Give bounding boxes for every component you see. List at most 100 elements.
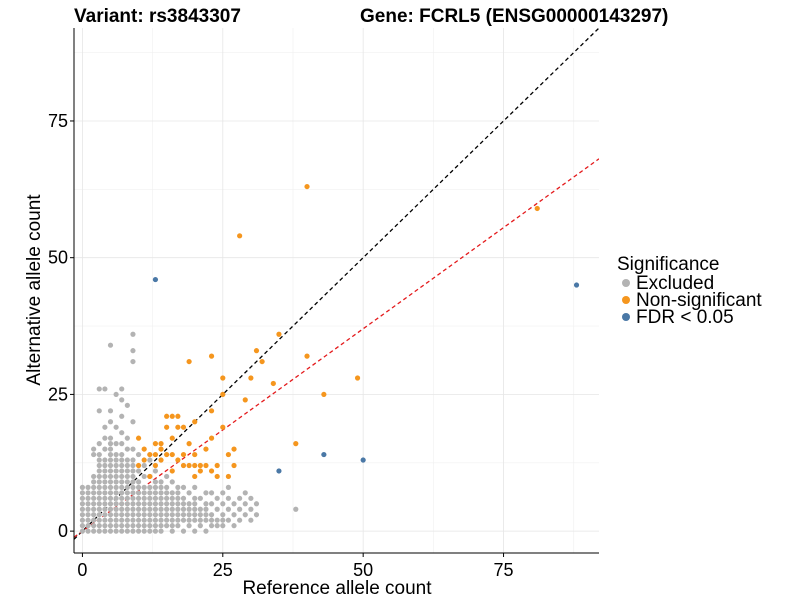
- point-excluded: [96, 512, 102, 518]
- point-non-significant: [270, 380, 276, 387]
- point-non-significant: [214, 473, 220, 480]
- point-non-significant: [169, 413, 175, 419]
- point-excluded: [79, 523, 86, 529]
- point-excluded: [135, 451, 142, 458]
- point-excluded: [107, 457, 114, 463]
- point-excluded: [102, 462, 108, 469]
- point-excluded: [107, 342, 114, 348]
- legend-key-fdr: [622, 313, 630, 321]
- point-excluded: [169, 528, 175, 534]
- point-excluded: [220, 512, 226, 518]
- point-non-significant: [220, 375, 226, 381]
- point-excluded: [107, 484, 114, 490]
- point-excluded: [91, 490, 97, 496]
- point-excluded: [79, 484, 86, 490]
- point-excluded: [102, 490, 108, 496]
- point-excluded: [79, 501, 86, 507]
- point-excluded: [152, 490, 159, 496]
- point-excluded: [152, 528, 159, 534]
- point-excluded: [152, 512, 159, 518]
- point-non-significant: [220, 391, 226, 398]
- point-excluded: [96, 490, 102, 496]
- point-non-significant: [169, 468, 175, 474]
- point-non-significant: [169, 451, 175, 458]
- point-excluded: [186, 517, 192, 523]
- point-excluded: [85, 501, 91, 507]
- point-non-significant: [158, 441, 164, 447]
- point-excluded: [197, 517, 203, 523]
- point-excluded: [96, 441, 102, 447]
- point-excluded: [130, 523, 136, 529]
- point-excluded: [113, 501, 119, 507]
- point-non-significant: [147, 451, 153, 458]
- point-non-significant: [158, 446, 164, 452]
- point-excluded: [91, 506, 97, 512]
- point-excluded: [180, 517, 187, 523]
- point-excluded: [91, 517, 97, 523]
- point-non-significant: [208, 468, 215, 474]
- point-excluded: [141, 517, 147, 523]
- point-non-significant: [141, 457, 147, 463]
- point-excluded: [135, 528, 142, 534]
- point-excluded: [158, 523, 164, 529]
- point-non-significant: [192, 419, 198, 425]
- point-excluded: [152, 495, 159, 501]
- point-excluded: [124, 501, 130, 507]
- point-excluded: [253, 501, 260, 507]
- point-excluded: [130, 490, 136, 496]
- point-excluded: [253, 512, 260, 518]
- point-excluded: [113, 523, 119, 529]
- point-excluded: [85, 523, 91, 529]
- point-excluded: [119, 517, 125, 523]
- point-excluded: [96, 462, 102, 469]
- point-excluded: [208, 523, 215, 529]
- point-excluded: [102, 435, 108, 441]
- point-excluded: [107, 468, 114, 474]
- point-excluded: [107, 479, 114, 485]
- point-excluded: [107, 473, 114, 480]
- point-excluded: [130, 506, 136, 512]
- point-excluded: [135, 495, 142, 501]
- point-excluded: [135, 501, 142, 507]
- point-excluded: [130, 331, 136, 337]
- point-excluded: [175, 501, 181, 507]
- point-excluded: [197, 506, 203, 512]
- point-excluded: [107, 517, 114, 523]
- point-excluded: [113, 495, 119, 501]
- point-excluded: [107, 490, 114, 496]
- point-excluded: [124, 457, 130, 463]
- point-excluded: [130, 468, 136, 474]
- point-excluded: [102, 424, 108, 430]
- point-excluded: [237, 495, 243, 501]
- point-non-significant: [186, 358, 192, 365]
- x-tick-label: 50: [353, 560, 373, 580]
- point-excluded: [130, 479, 136, 485]
- point-excluded: [119, 413, 125, 419]
- point-excluded: [102, 479, 108, 485]
- point-non-significant: [293, 441, 299, 447]
- point-excluded: [85, 506, 91, 512]
- point-excluded: [113, 457, 119, 463]
- point-excluded: [180, 501, 187, 507]
- point-excluded: [208, 490, 215, 496]
- point-excluded: [130, 517, 136, 523]
- point-excluded: [192, 495, 198, 501]
- point-excluded: [192, 528, 198, 534]
- y-tick-label: 50: [48, 248, 68, 268]
- point-excluded: [124, 490, 130, 496]
- point-excluded: [248, 495, 254, 501]
- point-excluded: [141, 523, 147, 529]
- point-excluded: [119, 468, 125, 474]
- point-excluded: [220, 501, 226, 507]
- point-excluded: [141, 473, 147, 480]
- point-non-significant: [197, 462, 203, 469]
- point-excluded: [119, 523, 125, 529]
- point-excluded: [119, 462, 125, 469]
- point-excluded: [180, 506, 187, 512]
- point-excluded: [96, 468, 102, 474]
- point-non-significant: [135, 462, 142, 469]
- point-non-significant: [276, 331, 282, 337]
- point-excluded: [124, 446, 130, 452]
- chart-title-left: Variant: rs3843307: [74, 6, 241, 27]
- point-non-significant: [354, 375, 361, 381]
